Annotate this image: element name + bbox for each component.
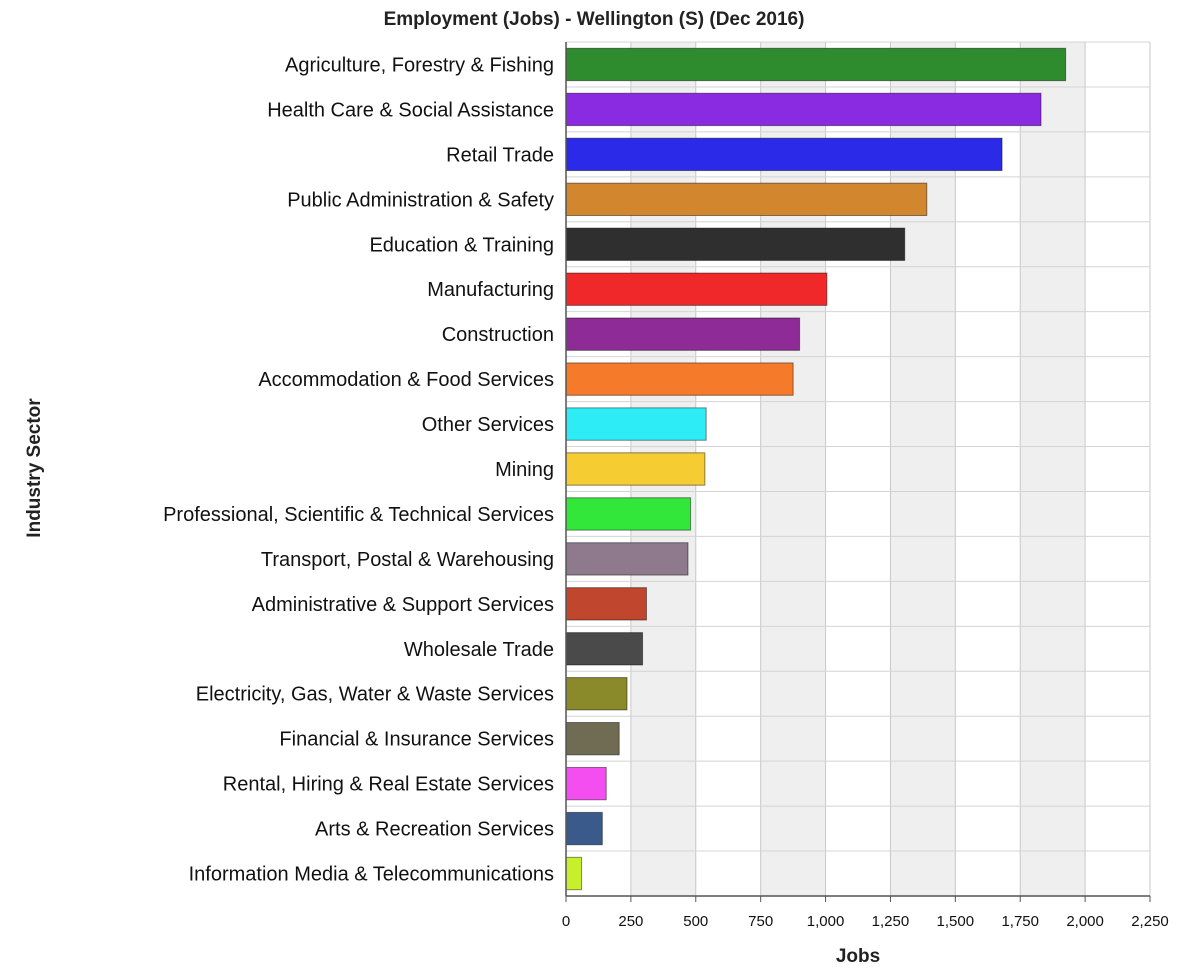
- bar: [565, 452, 706, 486]
- y-axis-title: Industry Sector: [24, 398, 45, 538]
- x-tick-label: 250: [618, 913, 643, 930]
- x-tick-label: 750: [748, 913, 773, 930]
- x-tick-label: 1,250: [872, 913, 910, 930]
- category-labels: Agriculture, Forestry & Fishing Health Ca…: [163, 54, 554, 885]
- x-tick-label: 2,250: [1131, 913, 1169, 930]
- bar: [565, 632, 644, 666]
- bar: [565, 722, 620, 756]
- bar: [565, 227, 906, 261]
- grid-band: [1020, 42, 1086, 896]
- category-label: Arts & Recreation Services: [315, 819, 554, 841]
- x-tick-label: 2,000: [1066, 913, 1104, 930]
- x-tick-label: 1,500: [937, 913, 975, 930]
- x-axis-title: Jobs: [836, 946, 880, 967]
- chart-title: Employment (Jobs) - Wellington (S) (Dec …: [384, 9, 805, 30]
- category-label: Mining: [495, 459, 554, 481]
- category-label: Manufacturing: [427, 279, 554, 301]
- x-tick-label: 500: [683, 913, 708, 930]
- category-label: Wholesale Trade: [404, 639, 554, 661]
- x-tick-label: 0: [562, 913, 570, 930]
- category-label: Retail Trade: [446, 144, 554, 166]
- category-label: Public Administration & Safety: [287, 189, 554, 211]
- category-label: Administrative & Support Services: [252, 594, 554, 616]
- bar: [565, 92, 1042, 127]
- bar: [565, 407, 707, 441]
- bar: [565, 137, 1003, 172]
- bar: [565, 47, 1067, 82]
- bar: [565, 362, 794, 396]
- category-label: Transport, Postal & Warehousing: [261, 549, 554, 571]
- category-label: Electricity, Gas, Water & Waste Services: [196, 684, 554, 706]
- category-label: Agriculture, Forestry & Fishing: [285, 54, 554, 76]
- axes: [565, 42, 1150, 897]
- bar: [565, 317, 801, 351]
- category-label: Information Media & Telecommunications: [189, 864, 554, 886]
- x-tick-labels: 0 250 500 750 1,000 1,250 1,500 1,750 2,000 2,250: [562, 896, 1169, 930]
- category-label: Professional, Scientific & Technical Ser…: [163, 504, 554, 526]
- x-tick-label: 1,750: [1001, 913, 1039, 930]
- category-label: Health Care & Social Assistance: [267, 99, 554, 121]
- bar: [565, 542, 689, 576]
- bars: [565, 47, 1067, 891]
- bar: [565, 856, 583, 891]
- bar: [565, 677, 628, 711]
- category-label: Education & Training: [369, 234, 554, 256]
- category-label: Financial & Insurance Services: [279, 729, 554, 751]
- category-label: Construction: [442, 324, 554, 346]
- bar: [565, 811, 603, 846]
- category-label: Rental, Hiring & Real Estate Services: [223, 774, 554, 796]
- category-label: Accommodation & Food Services: [258, 369, 554, 391]
- x-tick-label: 1,000: [807, 913, 845, 930]
- bar: [565, 497, 692, 531]
- bar: [565, 587, 647, 621]
- bar: [565, 272, 828, 306]
- category-label: Other Services: [422, 414, 554, 436]
- bar: [565, 766, 607, 801]
- bar: [565, 182, 928, 216]
